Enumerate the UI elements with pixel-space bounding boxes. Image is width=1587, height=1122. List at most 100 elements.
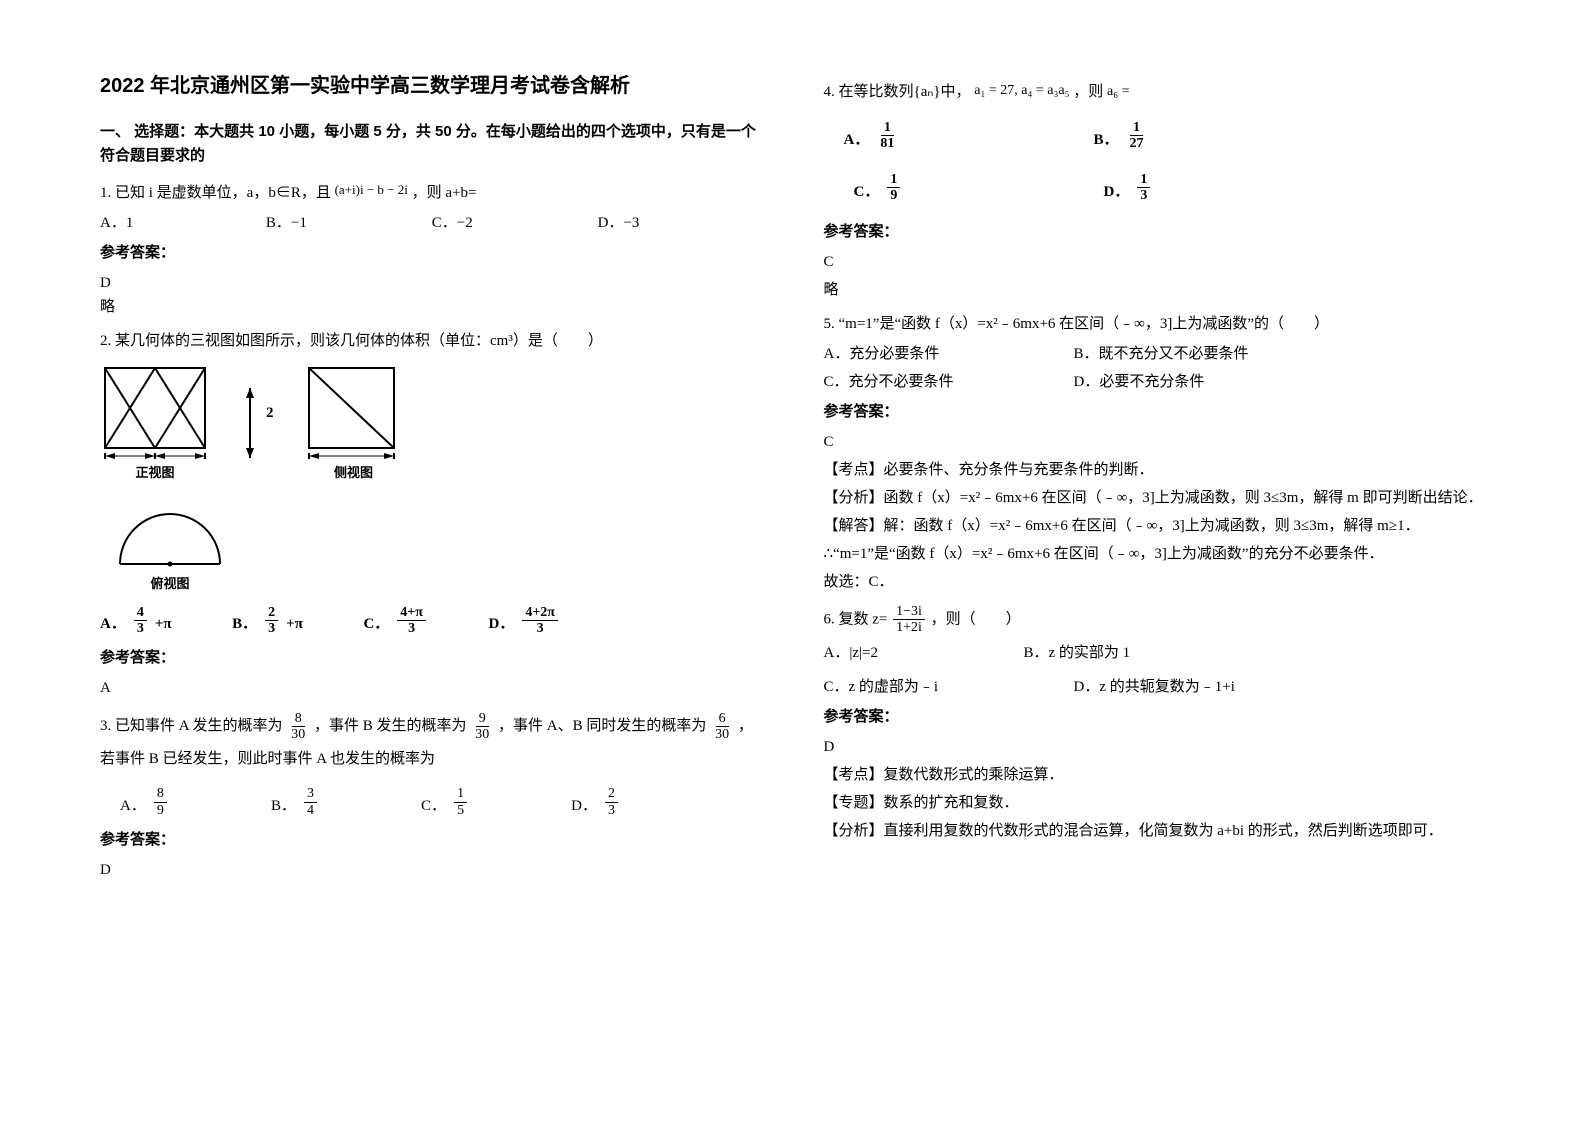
q3-pa-num: 8 bbox=[292, 711, 305, 727]
section-1-heading: 一、 选择题：本大题共 10 小题，每小题 5 分，共 50 分。在每小题给出的… bbox=[100, 120, 764, 168]
q2-b-num: 2 bbox=[265, 605, 278, 621]
q2-opt-b: B． 23 +π bbox=[232, 605, 303, 637]
q6-ans-label: 参考答案： bbox=[824, 705, 1488, 729]
q6-opt-d: D．z 的共轭复数为﹣1+i bbox=[1074, 675, 1324, 699]
q4-b-label: B． bbox=[1094, 128, 1119, 152]
q6-stem-a: 6. 复数 z= bbox=[824, 611, 888, 627]
question-1: 1. 已知 i 是虚数单位，a，b∈R，且 (a+i)i − b − 2i ，则… bbox=[100, 180, 764, 205]
question-3: 3. 已知事件 A 发生的概率为 830 ，事件 B 发生的概率为 930 ，事… bbox=[100, 710, 764, 776]
q2-c-num: 4+π bbox=[397, 605, 426, 621]
top-view-svg bbox=[105, 494, 235, 574]
left-column: 2022 年北京通州区第一实验中学高三数学理月考试卷含解析 一、 选择题：本大题… bbox=[100, 70, 764, 882]
q2-opt-d-label: D． bbox=[488, 612, 514, 636]
q2-front-view: 正视图 bbox=[100, 363, 210, 484]
q3-a-label: A． bbox=[120, 794, 146, 818]
question-6: 6. 复数 z= 1−3i1+2i ，则（ ） bbox=[824, 604, 1488, 636]
q2-diagram: 正视图 2 bbox=[100, 363, 764, 595]
q3-stem-a: 3. 已知事件 A 发生的概率为 bbox=[100, 718, 283, 734]
q5-opt-b: B．既不充分又不必要条件 bbox=[1074, 342, 1324, 366]
q3-answer: D bbox=[100, 858, 764, 882]
q3-d-label: D． bbox=[571, 794, 597, 818]
q3-pb-den: 30 bbox=[472, 727, 492, 742]
q4-ans-label: 参考答案： bbox=[824, 220, 1488, 244]
q5-sol-1: 【分析】函数 f（x）=x²﹣6mx+6 在区间（﹣∞，3]上为减函数，则 3≤… bbox=[824, 486, 1488, 510]
q5-options-row1: A．充分必要条件 B．既不充分又不必要条件 bbox=[824, 342, 1324, 366]
q5-opt-a: A．充分必要条件 bbox=[824, 342, 1074, 366]
q5-opt-d: D．必要不充分条件 bbox=[1074, 370, 1324, 394]
q5-ans-label: 参考答案： bbox=[824, 400, 1488, 424]
q3-b-num: 3 bbox=[304, 786, 317, 802]
q3-c-num: 1 bbox=[454, 786, 467, 802]
q6-sol-2: 【分析】直接利用复数的代数形式的混合运算，化简复数为 a+bi 的形式，然后判断… bbox=[824, 819, 1488, 843]
q6-num: 1−3i bbox=[893, 604, 925, 620]
q3-d-den: 3 bbox=[605, 803, 618, 818]
q3-pab-den: 30 bbox=[712, 727, 732, 742]
q4-d-label: D． bbox=[1104, 180, 1130, 204]
q4-a-den: 81 bbox=[877, 136, 897, 151]
q4-c-num: 1 bbox=[887, 172, 900, 188]
q1-opt-b: B．−1 bbox=[266, 211, 432, 235]
q4-b-num: 1 bbox=[1130, 120, 1143, 136]
q3-pb-num: 9 bbox=[476, 711, 489, 727]
q2-top-view: 俯视图 bbox=[100, 494, 240, 595]
q4-note: 略 bbox=[824, 278, 1488, 302]
q4-a-label: A． bbox=[844, 128, 870, 152]
q4-opt-c: C． 19 bbox=[824, 162, 1074, 214]
q1-note: 略 bbox=[100, 295, 764, 319]
q2-opt-c: C． 4+π3 bbox=[363, 605, 428, 637]
q3-pab-num: 6 bbox=[716, 711, 729, 727]
q3-a-den: 9 bbox=[154, 803, 167, 818]
q3-opt-b: B． 34 bbox=[271, 786, 319, 818]
dim-svg bbox=[240, 383, 260, 463]
q1-opt-c: C．−2 bbox=[432, 211, 598, 235]
q4-a-num: 1 bbox=[881, 120, 894, 136]
q2-options: A． 43 +π B． 23 +π C． 4+π3 D． 4+2π3 bbox=[100, 605, 560, 637]
q2-opt-c-label: C． bbox=[363, 612, 389, 636]
q2-b-suf: +π bbox=[286, 612, 303, 636]
q4-stem-b: ，则 bbox=[1073, 84, 1103, 100]
q2-a-den: 3 bbox=[134, 621, 147, 636]
q4-c-den: 9 bbox=[887, 188, 900, 203]
q5-opt-c: C．充分不必要条件 bbox=[824, 370, 1074, 394]
q5-sol-3: ∴“m=1”是“函数 f（x）=x²﹣6mx+6 在区间（﹣∞，3]上为减函数”… bbox=[824, 542, 1488, 566]
q4-eq2: a₆ = bbox=[1107, 84, 1130, 99]
question-4: 4. 在等比数列{aₙ}中， a₁ = 27, a₄ = a₃a₅ ，则 a₆ … bbox=[824, 80, 1488, 104]
q2-opt-a: A． 43 +π bbox=[100, 605, 172, 637]
q1-ans-label: 参考答案： bbox=[100, 241, 764, 265]
q4-d-num: 1 bbox=[1137, 172, 1150, 188]
q2-d-num: 4+2π bbox=[522, 605, 558, 621]
side-view-svg bbox=[304, 363, 404, 463]
q1-opt-d: D．−3 bbox=[598, 211, 764, 235]
q5-sol-4: 故选：C． bbox=[824, 570, 1488, 594]
q2-answer: A bbox=[100, 676, 764, 700]
q4-answer: C bbox=[824, 250, 1488, 274]
q3-b-den: 4 bbox=[304, 803, 317, 818]
q4-b-den: 27 bbox=[1127, 136, 1147, 151]
q4-options: A． 181 B． 127 C． 19 D． 13 bbox=[824, 110, 1324, 214]
q6-opt-c: C．z 的虚部为﹣i bbox=[824, 675, 1074, 699]
q3-opt-a: A． 89 bbox=[120, 786, 169, 818]
q3-stem-b: ，事件 B 发生的概率为 bbox=[314, 718, 467, 734]
side-view-label: 侧视图 bbox=[334, 463, 373, 484]
q3-b-label: B． bbox=[271, 794, 296, 818]
q6-opt-b: B．z 的实部为 1 bbox=[1024, 641, 1224, 665]
right-column: 4. 在等比数列{aₙ}中， a₁ = 27, a₄ = a₃a₅ ，则 a₆ … bbox=[824, 70, 1488, 882]
q2-a-suf: +π bbox=[155, 612, 172, 636]
question-5: 5. “m=1”是“函数 f（x）=x²﹣6mx+6 在区间（﹣∞，3]上为减函… bbox=[824, 312, 1488, 336]
q4-eq1: a₁ = 27, a₄ = a₃a₅ bbox=[974, 83, 1069, 98]
q2-views-top-row: 正视图 2 bbox=[100, 363, 764, 484]
top-view-label: 俯视图 bbox=[150, 574, 189, 595]
q2-opt-d: D． 4+2π3 bbox=[488, 605, 560, 637]
q3-c-den: 5 bbox=[454, 803, 467, 818]
q3-d-num: 2 bbox=[605, 786, 618, 802]
q6-opt-a: A．|z|=2 bbox=[824, 641, 1024, 665]
front-view-svg bbox=[100, 363, 210, 463]
q6-sol-1: 【专题】数系的扩充和复数． bbox=[824, 791, 1488, 815]
q2-a-num: 4 bbox=[134, 605, 147, 621]
q3-stem-c: ，事件 A、B 同时发生的概率为 bbox=[498, 718, 706, 734]
q5-options-row2: C．充分不必要条件 D．必要不充分条件 bbox=[824, 370, 1324, 394]
q4-c-label: C． bbox=[854, 180, 880, 204]
q1-options: A．1 B．−1 C．−2 D．−3 bbox=[100, 211, 764, 235]
q2-stem: 2. 某几何体的三视图如图所示，则该几何体的体积（单位：cm³）是（ ） bbox=[100, 333, 603, 349]
q2-c-den: 3 bbox=[405, 621, 418, 636]
